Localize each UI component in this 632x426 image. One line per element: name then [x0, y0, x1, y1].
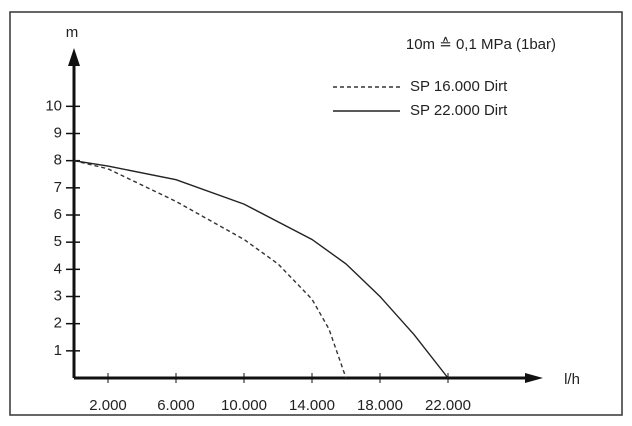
series-line: [73, 159, 347, 379]
x-tick-label: 6.000: [157, 397, 195, 414]
y-tick-label: 4: [54, 260, 62, 277]
y-axis-label: m: [66, 24, 79, 41]
x-tick-label: 14.000: [289, 397, 335, 414]
y-tick-label: 6: [54, 206, 62, 223]
legend-label: SP 16.000 Dirt: [410, 78, 508, 95]
series-line: [73, 159, 449, 379]
y-tick-label: 2: [54, 315, 62, 332]
y-tick-label: 3: [54, 287, 62, 304]
y-tick-label: 9: [54, 124, 62, 141]
y-tick-label: 5: [54, 233, 62, 250]
y-tick-label: 7: [54, 179, 62, 196]
y-axis-arrow: [68, 48, 80, 66]
frame: [9, 11, 623, 416]
y-tick-label: 1: [54, 342, 62, 359]
x-tick-label: 2.000: [89, 397, 127, 414]
x-axis-label: l/h: [564, 371, 580, 388]
x-tick-label: 10.000: [221, 397, 267, 414]
legend-label: SP 22.000 Dirt: [410, 102, 508, 119]
annotation: 10m ≙ 0,1 MPa (1bar): [406, 36, 556, 53]
y-tick-label: 8: [54, 152, 62, 169]
x-axis-arrow: [525, 373, 543, 383]
y-tick-label: 10: [45, 97, 62, 114]
x-tick-label: 22.000: [425, 397, 471, 414]
x-tick-label: 18.000: [357, 397, 403, 414]
